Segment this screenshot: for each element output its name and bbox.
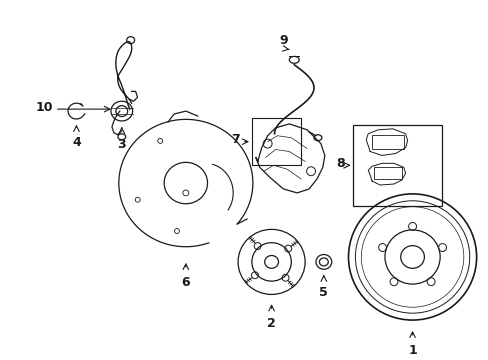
Bar: [251, 118, 301, 165]
Text: 7: 7: [231, 133, 240, 146]
Text: 8: 8: [335, 157, 344, 170]
Text: 2: 2: [266, 317, 275, 330]
Text: 5: 5: [319, 285, 327, 298]
Text: 9: 9: [279, 34, 287, 47]
Text: 10: 10: [35, 101, 53, 114]
Bar: [371, 135, 403, 149]
Bar: [373, 167, 401, 179]
Text: 1: 1: [407, 344, 416, 357]
Bar: [353, 125, 441, 206]
Text: 6: 6: [181, 276, 190, 289]
Text: 4: 4: [72, 136, 81, 149]
Text: 3: 3: [117, 138, 126, 151]
